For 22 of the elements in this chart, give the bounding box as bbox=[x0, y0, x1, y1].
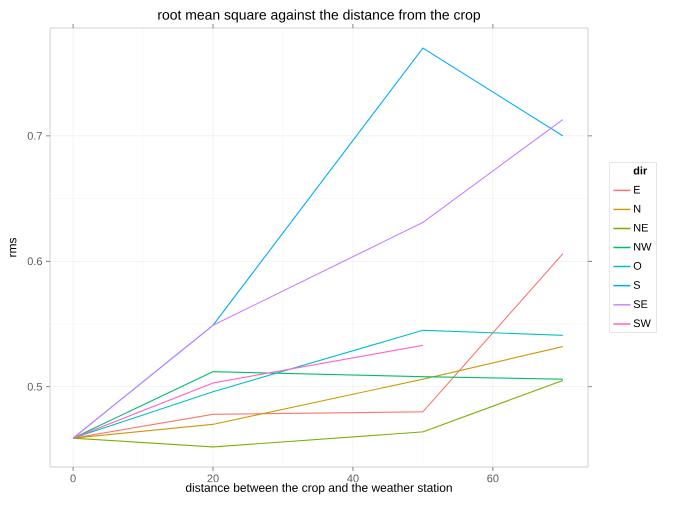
y-axis-title: rms bbox=[10, 238, 16, 257]
line-series bbox=[72, 380, 564, 448]
legend-label: SW bbox=[634, 319, 651, 328]
legend-label: S bbox=[634, 281, 640, 289]
line-series bbox=[72, 330, 564, 439]
line-series bbox=[72, 119, 564, 439]
legend-label: SE bbox=[634, 300, 648, 308]
x-tick-label: 40 bbox=[347, 474, 359, 482]
y-tick-label: 0.6 bbox=[28, 257, 42, 266]
legend-title: dir bbox=[634, 166, 648, 175]
legend-label: NE bbox=[634, 224, 648, 232]
x-tick-label: 60 bbox=[487, 474, 499, 482]
x-tick-label: 20 bbox=[207, 474, 219, 482]
legend-label: O bbox=[634, 262, 642, 270]
y-tick-label: 0.7 bbox=[28, 132, 42, 140]
legend-label: NW bbox=[634, 242, 652, 250]
legend-label: E bbox=[634, 186, 640, 194]
y-tick-label: 0.5 bbox=[28, 382, 42, 391]
x-axis-title: distance between the crop and the weather station bbox=[186, 483, 452, 494]
legend-label: N bbox=[634, 204, 640, 212]
x-tick-label: 0 bbox=[70, 474, 76, 482]
chart-title: root mean square against the distance from the crop bbox=[158, 9, 480, 22]
